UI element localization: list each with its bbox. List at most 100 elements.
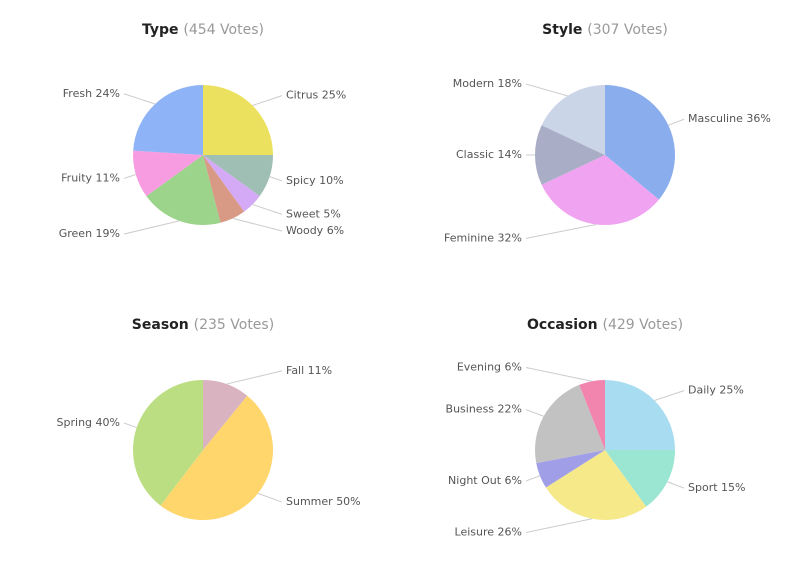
category: Business xyxy=(446,403,495,416)
title: Season xyxy=(132,317,189,333)
value-label: 10% xyxy=(319,174,343,187)
category: Fall xyxy=(286,364,304,377)
pie-slice xyxy=(541,155,659,225)
value-label: 18% xyxy=(498,77,522,90)
pie-slice xyxy=(133,150,203,197)
value-label: 36% xyxy=(746,112,770,125)
pie-slice xyxy=(160,395,273,520)
leader-line xyxy=(123,422,137,429)
leader-line xyxy=(252,95,283,106)
category: Evening xyxy=(457,360,501,373)
category: Spicy xyxy=(286,174,316,187)
value-label: 11% xyxy=(96,171,120,184)
category: Modern xyxy=(453,77,494,90)
value-label: 6% xyxy=(505,474,522,487)
pie-slice xyxy=(605,450,675,507)
slice-label: Feminine 32% xyxy=(444,231,522,244)
pie-slice xyxy=(605,380,675,450)
pie-slice xyxy=(132,380,203,506)
category: Feminine xyxy=(444,231,494,244)
leader-line xyxy=(668,118,685,126)
chart-title: Occasion (429 Votes) xyxy=(527,317,683,333)
chart-title: Style (307 Votes) xyxy=(542,22,668,38)
slice-label: Fruity 11% xyxy=(61,171,120,184)
pie-slice xyxy=(605,85,675,200)
category: Sweet xyxy=(286,207,321,220)
value-label: 15% xyxy=(721,481,745,494)
slice-label: Sweet 5% xyxy=(286,207,341,220)
category: Daily xyxy=(688,384,716,397)
leader-line xyxy=(525,223,597,239)
slice-label: Masculine 36% xyxy=(688,112,771,125)
leader-line xyxy=(525,409,544,417)
value-label: 22% xyxy=(498,403,522,416)
pie-slice xyxy=(541,85,605,155)
chart-title: Type (454 Votes) xyxy=(142,22,264,38)
slice-label: Evening 6% xyxy=(457,360,522,373)
value-label: 6% xyxy=(327,224,344,237)
category: Green xyxy=(59,227,92,240)
category: Masculine xyxy=(688,112,743,125)
pie-slice xyxy=(203,380,248,450)
slice-label: Business 22% xyxy=(446,403,522,416)
category: Woody xyxy=(286,224,324,237)
category: Fresh xyxy=(63,87,92,100)
leader-line xyxy=(232,217,283,232)
value-label: 14% xyxy=(498,148,522,161)
category: Spring xyxy=(57,416,93,429)
category: Citrus xyxy=(286,89,319,102)
value-label: 40% xyxy=(96,416,120,429)
slice-label: Daily 25% xyxy=(688,384,744,397)
subtitle: (429 Votes) xyxy=(602,317,683,333)
leader-line xyxy=(654,390,685,401)
leader-line xyxy=(525,475,541,482)
pie-slice xyxy=(146,155,221,226)
category: Classic xyxy=(456,148,494,161)
slice-label: Leisure 26% xyxy=(455,526,522,539)
pie-slice xyxy=(203,85,273,155)
slice-label: Night Out 6% xyxy=(448,474,522,487)
slice-label: Spicy 10% xyxy=(286,174,344,187)
value-label: 25% xyxy=(322,89,346,102)
leader-line xyxy=(123,220,180,235)
pie-slice xyxy=(535,384,605,464)
value-label: 32% xyxy=(498,231,522,244)
leader-line xyxy=(667,481,685,489)
leader-line xyxy=(257,492,283,503)
value-label: 6% xyxy=(505,360,522,373)
pie-slice xyxy=(203,155,260,212)
slice-label: Modern 18% xyxy=(453,77,522,90)
subtitle: (235 Votes) xyxy=(194,317,275,333)
subtitle: (454 Votes) xyxy=(183,22,264,38)
leader-line xyxy=(269,176,283,182)
leader-line xyxy=(525,518,592,534)
pie-slice xyxy=(133,85,203,155)
leader-line xyxy=(525,83,568,97)
category: Sport xyxy=(688,481,718,494)
leader-line xyxy=(226,370,283,385)
category: Summer xyxy=(286,495,333,508)
pie-slice xyxy=(545,450,647,520)
value-label: 50% xyxy=(336,495,360,508)
slice-label: Fresh 24% xyxy=(63,87,120,100)
leader-line xyxy=(123,93,156,105)
value-label: 5% xyxy=(323,207,340,220)
pie-slice xyxy=(579,380,605,450)
category: Leisure xyxy=(455,526,495,539)
value-label: 24% xyxy=(96,87,120,100)
slice-label: Summer 50% xyxy=(286,495,361,508)
value-label: 25% xyxy=(719,384,743,397)
slice-label: Citrus 25% xyxy=(286,89,346,102)
leader-line xyxy=(525,366,592,382)
slice-label: Sport 15% xyxy=(688,481,745,494)
value-label: 19% xyxy=(96,227,120,240)
title: Style xyxy=(542,22,582,38)
category: Night Out xyxy=(448,474,502,487)
value-label: 26% xyxy=(498,526,522,539)
category: Fruity xyxy=(61,171,92,184)
slice-label: Green 19% xyxy=(59,227,120,240)
leader-line xyxy=(123,174,136,179)
slice-label: Spring 40% xyxy=(57,416,120,429)
slice-label: Woody 6% xyxy=(286,224,344,237)
pie-slice xyxy=(535,125,605,185)
